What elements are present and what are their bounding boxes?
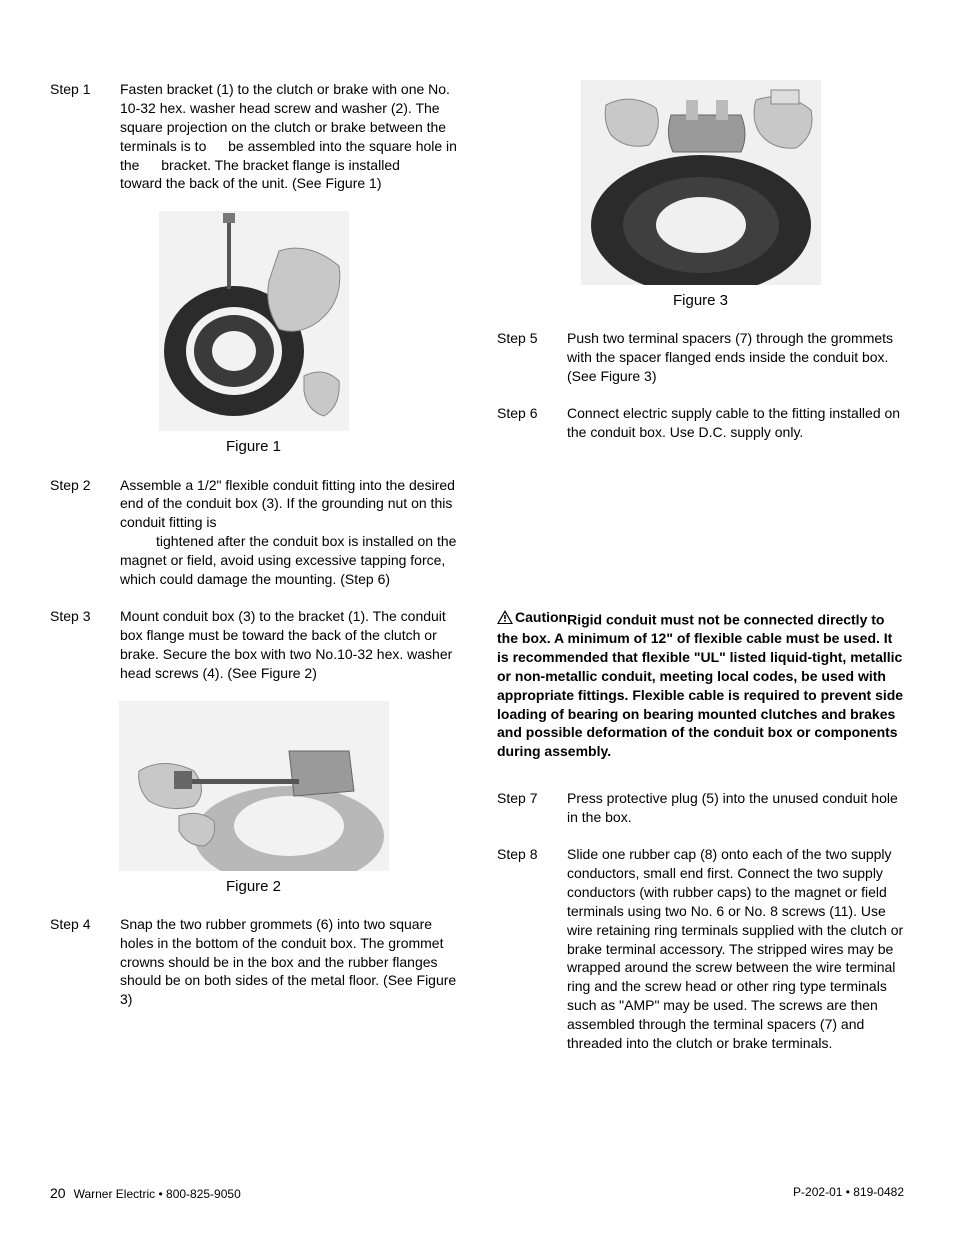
caution-label: Caution bbox=[497, 608, 567, 627]
caution-word: Caution bbox=[515, 608, 567, 627]
step-body: Push two terminal spacers (7) through th… bbox=[567, 329, 904, 386]
step-2-text-part1: Assemble a 1/2" flexible conduit fitting… bbox=[120, 477, 455, 531]
step-label: Step 8 bbox=[497, 845, 567, 1053]
right-column: Figure 3 Step 5 Push two terminal spacer… bbox=[497, 80, 904, 1071]
step-body: Connect electric supply cable to the fit… bbox=[567, 404, 904, 442]
step-2-text-part2: tightened after the conduit box is insta… bbox=[120, 532, 457, 589]
step-3: Step 3 Mount conduit box (3) to the brac… bbox=[50, 607, 457, 683]
step-2: Step 2 Assemble a 1/2" flexible conduit … bbox=[50, 476, 457, 589]
step-label: Step 2 bbox=[50, 476, 120, 589]
step-label: Step 4 bbox=[50, 915, 120, 1009]
footer-left: 20 Warner Electric • 800-825-9050 bbox=[50, 1184, 241, 1203]
figure-3: Figure 3 bbox=[497, 80, 904, 311]
step-body: Slide one rubber cap (8) onto each of th… bbox=[567, 845, 904, 1053]
step-7: Step 7 Press protective plug (5) into th… bbox=[497, 789, 904, 827]
step-5: Step 5 Push two terminal spacers (7) thr… bbox=[497, 329, 904, 386]
footer-docref: P-202-01 • 819-0482 bbox=[793, 1184, 904, 1203]
step-8: Step 8 Slide one rubber cap (8) onto eac… bbox=[497, 845, 904, 1053]
left-column: Step 1 Fasten bracket (1) to the clutch … bbox=[50, 80, 457, 1071]
step-body: Mount conduit box (3) to the bracket (1)… bbox=[120, 607, 457, 683]
step-label: Step 1 bbox=[50, 80, 120, 193]
figure-3-caption: Figure 3 bbox=[497, 291, 904, 311]
two-column-layout: Step 1 Fasten bracket (1) to the clutch … bbox=[50, 80, 904, 1071]
warning-triangle-icon bbox=[497, 610, 513, 624]
figure-1: Figure 1 bbox=[50, 211, 457, 457]
step-body: Snap the two rubber grommets (6) into tw… bbox=[120, 915, 457, 1009]
step-1: Step 1 Fasten bracket (1) to the clutch … bbox=[50, 80, 457, 193]
spacer bbox=[497, 460, 904, 590]
figure-3-image bbox=[581, 80, 821, 285]
step-label: Step 6 bbox=[497, 404, 567, 442]
step-4: Step 4 Snap the two rubber grommets (6) … bbox=[50, 915, 457, 1009]
figure-2: Figure 2 bbox=[50, 701, 457, 897]
step-label: Step 3 bbox=[50, 607, 120, 683]
caution-text: Rigid conduit must not be connected dire… bbox=[497, 611, 903, 759]
figure-1-caption: Figure 1 bbox=[50, 437, 457, 457]
step-body: Press protective plug (5) into the unuse… bbox=[567, 789, 904, 827]
step-body: Assemble a 1/2" flexible conduit fitting… bbox=[120, 476, 457, 589]
figure-2-image bbox=[119, 701, 389, 871]
figure-2-caption: Figure 2 bbox=[50, 877, 457, 897]
page-footer: 20 Warner Electric • 800-825-9050 P-202-… bbox=[50, 1184, 904, 1203]
figure-1-image bbox=[159, 211, 349, 431]
step-label: Step 7 bbox=[497, 789, 567, 827]
caution-block: Caution Rigid conduit must not be connec… bbox=[497, 608, 904, 762]
step-body: Fasten bracket (1) to the clutch or brak… bbox=[120, 80, 457, 193]
footer-company: Warner Electric • 800-825-9050 bbox=[74, 1186, 241, 1202]
step-label: Step 5 bbox=[497, 329, 567, 386]
page-number: 20 bbox=[50, 1184, 66, 1203]
step-6: Step 6 Connect electric supply cable to … bbox=[497, 404, 904, 442]
